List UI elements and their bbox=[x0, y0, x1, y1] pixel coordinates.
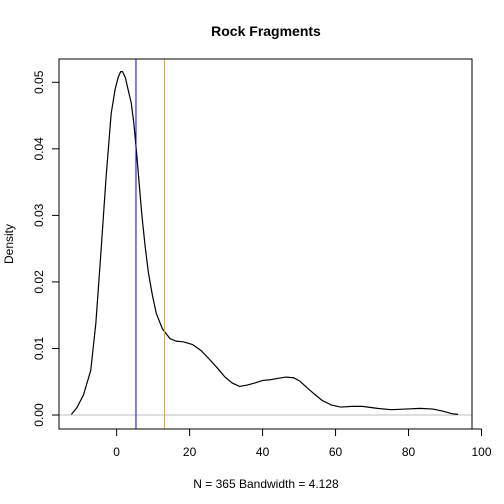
y-tick-label: 0.05 bbox=[32, 70, 46, 94]
density-curve bbox=[70, 71, 459, 415]
plot-frame bbox=[58, 58, 473, 430]
plot-area bbox=[59, 59, 472, 429]
x-axis-label: N = 365 Bandwidth = 4.128 bbox=[193, 477, 339, 491]
y-axis-label: Density bbox=[2, 224, 16, 264]
y-tick-label: 0.04 bbox=[32, 137, 46, 161]
x-tick-label: 100 bbox=[471, 445, 491, 459]
y-tick-label: 0.00 bbox=[32, 403, 46, 427]
y-tick-label: 0.02 bbox=[32, 270, 46, 294]
x-tick-label: 20 bbox=[183, 445, 197, 459]
y-tick-label: 0.01 bbox=[32, 336, 46, 360]
x-tick-label: 0 bbox=[113, 445, 120, 459]
y-tick-label: 0.03 bbox=[32, 203, 46, 227]
y-axis: 0.00 0.01 0.02 0.03 0.04 0.05 bbox=[32, 70, 60, 427]
chart-title: Rock Fragments bbox=[211, 23, 321, 39]
x-tick-label: 60 bbox=[329, 445, 343, 459]
x-tick-label: 40 bbox=[256, 445, 270, 459]
x-tick-label: 80 bbox=[402, 445, 416, 459]
x-axis: 0 20 40 60 80 100 bbox=[113, 428, 492, 459]
